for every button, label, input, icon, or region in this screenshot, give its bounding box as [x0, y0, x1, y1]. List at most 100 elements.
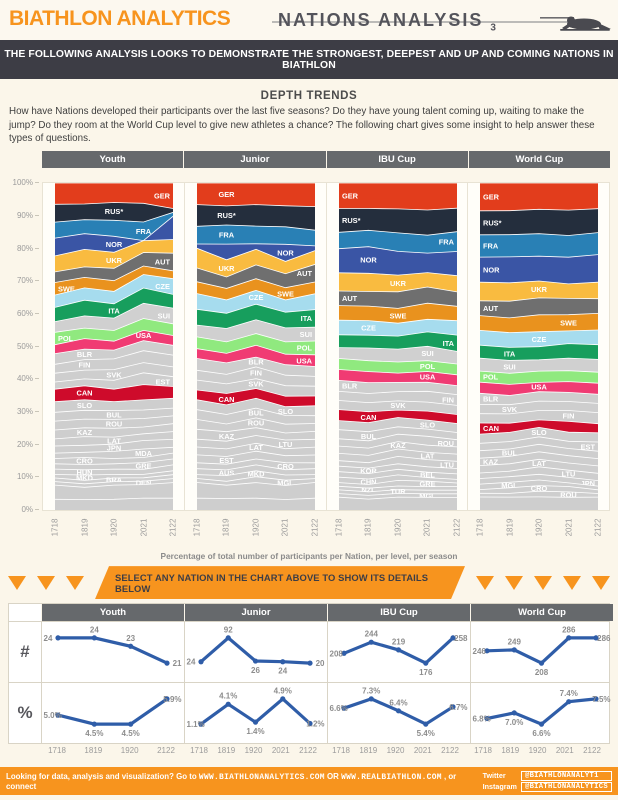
band-KAZ[interactable] [196, 427, 315, 442]
band-POL[interactable] [338, 358, 457, 375]
data-point[interactable] [511, 647, 517, 653]
band-GER[interactable] [55, 183, 173, 209]
band-USA[interactable] [338, 369, 457, 386]
band-SUI[interactable] [55, 303, 173, 333]
data-point[interactable] [91, 635, 97, 641]
band-JPN[interactable] [55, 439, 173, 454]
band-AUT[interactable] [480, 298, 599, 319]
band-ITA[interactable] [338, 332, 457, 352]
band-UKR[interactable] [338, 272, 457, 293]
data-point[interactable] [341, 650, 347, 656]
data-point[interactable] [341, 705, 347, 711]
data-point[interactable] [423, 721, 429, 727]
band-MDA[interactable] [55, 447, 173, 459]
band-LTU[interactable] [196, 435, 315, 450]
band-FIN[interactable] [196, 367, 315, 387]
band-SVK[interactable] [480, 401, 599, 415]
footer-link-realbiathlon[interactable]: WWW.REALBIATHLON.COM [341, 772, 442, 782]
data-point[interactable] [252, 719, 259, 725]
data-point[interactable] [538, 721, 545, 727]
band-SVK[interactable] [55, 362, 173, 383]
band-EST[interactable] [55, 372, 173, 390]
band-ITA[interactable] [55, 288, 173, 322]
band-other[interactable] [196, 498, 315, 511]
data-point[interactable] [566, 635, 572, 641]
band-GER[interactable] [338, 183, 457, 211]
select-nation-banner[interactable]: SELECT ANY NATION IN THE CHART ABOVE TO … [95, 566, 465, 599]
data-point[interactable] [593, 696, 599, 702]
band-LAT[interactable] [55, 431, 173, 447]
data-point[interactable] [450, 704, 456, 710]
band-CRO[interactable] [196, 459, 315, 471]
band-ROU[interactable] [338, 434, 457, 449]
band-LAT[interactable] [196, 443, 315, 457]
band-EST[interactable] [196, 451, 315, 465]
band-GER[interactable] [196, 183, 315, 207]
data-point[interactable] [128, 721, 134, 727]
band-CZE[interactable] [55, 274, 173, 308]
band-NOR[interactable] [196, 243, 315, 262]
band-ITA[interactable] [196, 304, 315, 329]
band-other[interactable] [480, 497, 599, 511]
data-point[interactable] [307, 660, 313, 666]
band-CAN[interactable] [196, 388, 315, 407]
band-FIN[interactable] [55, 350, 173, 374]
band-POL[interactable] [55, 318, 173, 345]
band-JPN[interactable] [480, 474, 599, 487]
stacked-area-youth[interactable]: GER RUS* FRA NOR UKR AUT SWE CZE ITA SUI POL USA BLR… [55, 183, 173, 511]
instagram-handle[interactable]: @BIATHLONANALYTICS [520, 781, 612, 792]
data-point[interactable] [164, 660, 170, 666]
band-SUI[interactable] [196, 319, 315, 343]
band-AUT[interactable] [55, 252, 173, 283]
band-SLO[interactable] [480, 427, 599, 444]
data-point[interactable] [225, 635, 231, 641]
band-RUS*[interactable] [196, 204, 315, 231]
band-POL[interactable] [196, 333, 315, 355]
data-point[interactable] [128, 643, 134, 649]
band-BEL[interactable] [338, 469, 457, 480]
data-point[interactable] [198, 721, 204, 727]
band-RUS*[interactable] [480, 208, 599, 236]
band-MGL[interactable] [196, 476, 315, 486]
data-point[interactable] [91, 721, 97, 727]
band-DEN[interactable] [55, 478, 173, 488]
data-point[interactable] [511, 710, 517, 716]
twitter-handle[interactable]: @BIATHLONANALYT1 [520, 770, 612, 781]
band-FRA[interactable] [480, 232, 599, 258]
band-MGL[interactable] [338, 493, 457, 500]
band-MKD[interactable] [55, 470, 173, 481]
band-SUI[interactable] [338, 346, 457, 365]
band-other[interactable] [196, 482, 315, 500]
band-other[interactable] [55, 482, 173, 500]
band-NZL[interactable] [338, 486, 457, 492]
band-RUS*[interactable] [338, 208, 457, 236]
data-point[interactable] [368, 696, 374, 702]
band-ROU[interactable] [196, 418, 315, 434]
data-point[interactable] [280, 659, 286, 665]
band-HUN[interactable] [55, 465, 173, 476]
band-LTU[interactable] [338, 456, 457, 469]
band-CHN[interactable] [338, 475, 457, 485]
data-point[interactable] [307, 720, 313, 727]
band-SLO[interactable] [196, 398, 315, 416]
band-KAZ[interactable] [338, 441, 457, 456]
data-point[interactable] [423, 660, 429, 666]
band-BUL[interactable] [55, 408, 173, 422]
data-point[interactable] [280, 696, 286, 702]
band-FRA[interactable] [338, 230, 457, 254]
band-SWE[interactable] [196, 278, 315, 301]
band-NOR[interactable] [55, 216, 173, 257]
data-point[interactable] [368, 639, 374, 645]
data-point[interactable] [55, 712, 61, 718]
data-point[interactable] [164, 696, 170, 702]
stacked-area-junior[interactable]: GER RUS* FRA NOR UKR AUT SWE CZE ITA SUI POL USA BLR… [196, 183, 315, 511]
band-GER[interactable] [480, 183, 599, 211]
data-point[interactable] [395, 647, 402, 653]
band-RUS*[interactable] [55, 202, 173, 223]
footer-link-analytics[interactable]: WWW.BIATHLONANALYTICS.COM [198, 772, 325, 782]
band-ROU[interactable] [480, 491, 599, 498]
band-UKR[interactable] [196, 248, 315, 278]
stacked-area-ibu-cup[interactable]: GER RUS* FRA NOR UKR AUT SWE CZE ITA SUI POL USA BLR… [338, 183, 457, 511]
data-point[interactable] [484, 648, 490, 654]
band-AUS[interactable] [196, 465, 315, 476]
